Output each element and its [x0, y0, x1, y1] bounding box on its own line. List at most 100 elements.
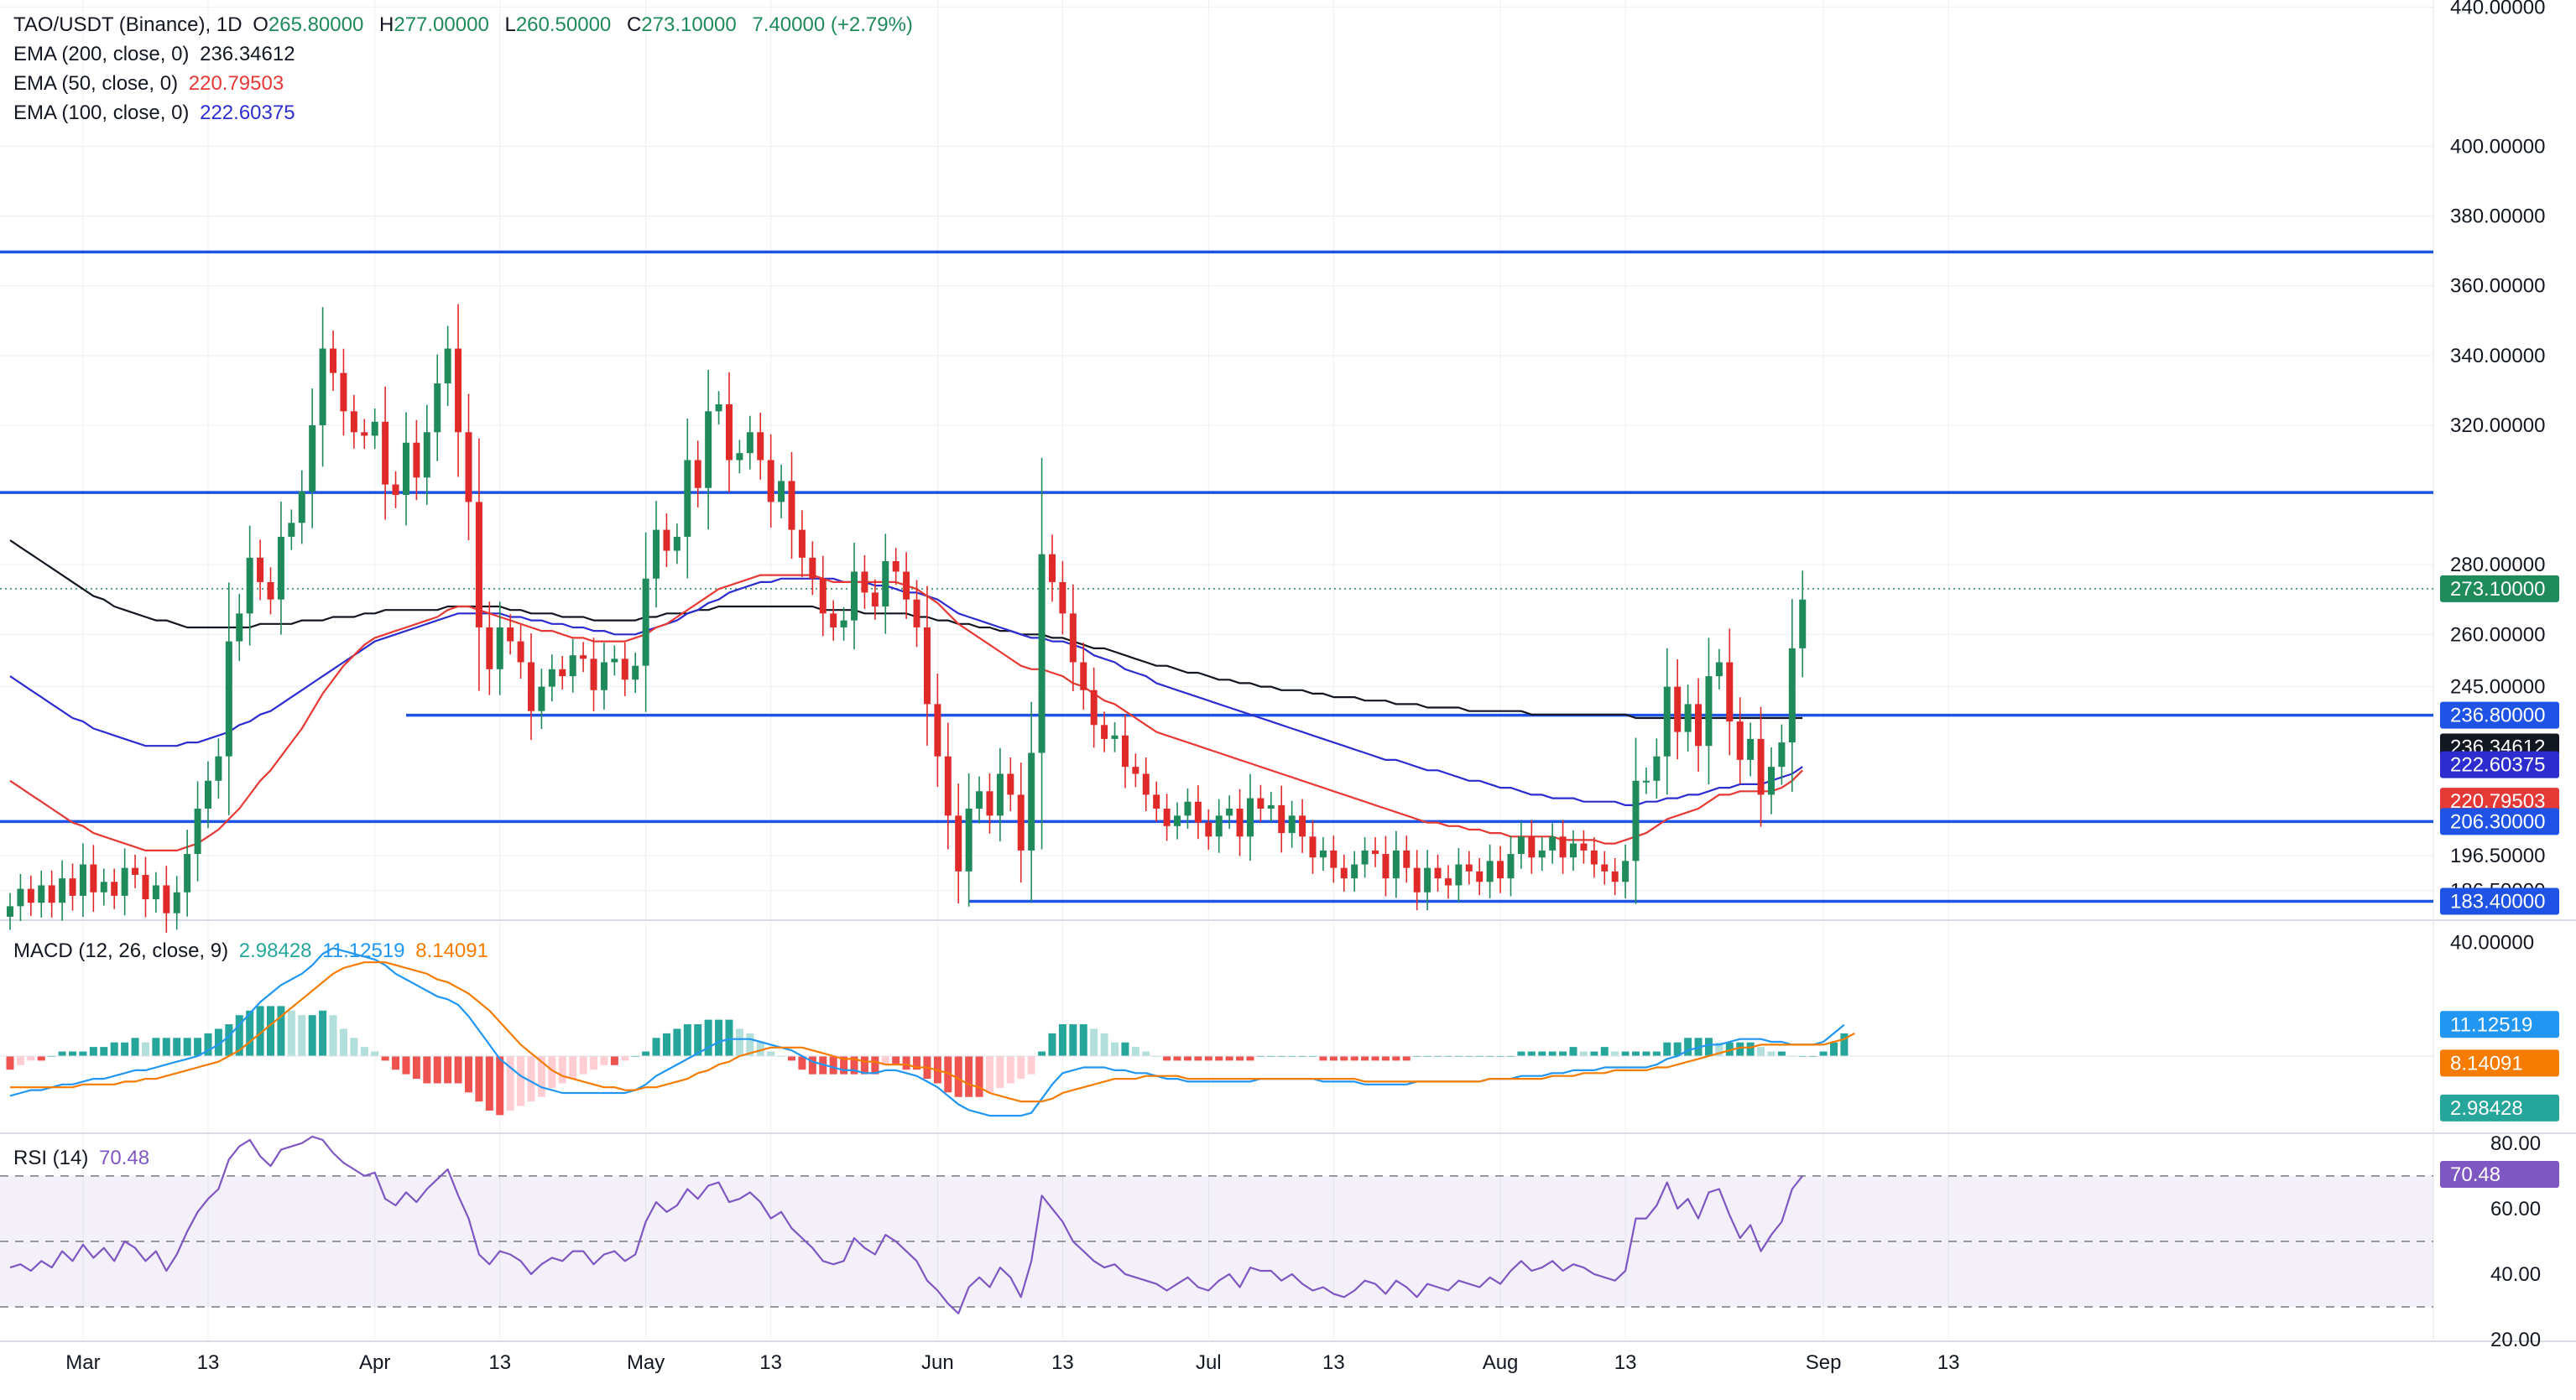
candle-body: [236, 613, 243, 642]
macd-histogram-bar: [1142, 1051, 1150, 1056]
macd-histogram-bar: [1757, 1047, 1765, 1056]
macd-histogram-bar: [558, 1055, 566, 1084]
rsi-label: RSI (14): [13, 1147, 89, 1169]
price-tick-label: 280.00000: [2450, 554, 2545, 576]
macd-histogram-bar: [860, 1055, 868, 1075]
change-value: 7.40000 (+2.79%): [752, 13, 913, 36]
price-tick-label: 196.50000: [2450, 845, 2545, 867]
candle-body: [580, 655, 587, 659]
price-tick-label: 340.00000: [2450, 345, 2545, 367]
candle-body: [1246, 798, 1254, 837]
rsi-legend[interactable]: RSI (14) 70.48: [13, 1144, 154, 1173]
macd-histogram-bar: [402, 1055, 410, 1075]
macd-histogram-bar: [798, 1055, 806, 1070]
macd-histogram-bar: [194, 1038, 202, 1056]
candle-body: [600, 662, 607, 690]
candle-body: [246, 557, 253, 614]
candle-body: [111, 882, 118, 896]
macd-histogram-bar: [788, 1055, 795, 1061]
candle-body: [809, 557, 816, 579]
candle-body: [1590, 850, 1598, 865]
ema200-label: EMA (200, close, 0): [13, 43, 190, 65]
candle-body: [1184, 801, 1192, 816]
candle-body: [1799, 599, 1807, 648]
candle-body: [642, 578, 649, 666]
macd-histogram-bar: [694, 1024, 702, 1056]
price-tag: 183.40000: [2450, 891, 2545, 913]
macd-histogram-bar: [1663, 1042, 1671, 1056]
ema100-label: EMA (100, close, 0): [13, 101, 190, 124]
candle-body: [1663, 686, 1671, 757]
macd-histogram-bar: [996, 1055, 1004, 1088]
time-tick-label: May: [627, 1351, 665, 1374]
macd-histogram-bar: [652, 1038, 660, 1056]
macd-histogram-bar: [1090, 1028, 1098, 1056]
ema200-legend[interactable]: EMA (200, close, 0) 236.34612: [13, 40, 300, 69]
macd-histogram-bar: [1236, 1055, 1244, 1061]
candle-body: [1028, 752, 1035, 851]
macd-histogram-bar: [16, 1055, 24, 1065]
macd-histogram-bar: [1048, 1033, 1056, 1056]
candle-body: [1726, 662, 1734, 722]
macd-histogram-bar: [662, 1033, 670, 1056]
macd-histogram-bar: [392, 1055, 400, 1070]
macd-hist-value: 2.98428: [238, 939, 312, 962]
macd-histogram-bar: [496, 1055, 504, 1116]
price-tick-label: 440.00000: [2450, 0, 2545, 18]
candle-body: [1778, 742, 1786, 768]
candle-body: [1142, 773, 1150, 795]
candle-body: [1069, 613, 1077, 663]
macd-histogram-bar: [1350, 1055, 1358, 1061]
macd-histogram-bar: [954, 1055, 962, 1097]
macd-histogram-bar: [1600, 1047, 1609, 1056]
macd-histogram-bar: [1027, 1055, 1035, 1075]
macd-histogram-bar: [840, 1055, 848, 1075]
candle-body: [955, 815, 962, 872]
macd-histogram-bar: [871, 1055, 879, 1075]
macd-histogram-bar: [339, 1028, 347, 1056]
candle-body: [1361, 850, 1369, 865]
macd-histogram-bar: [89, 1047, 97, 1056]
ema50-legend[interactable]: EMA (50, close, 0) 220.79503: [13, 70, 289, 98]
macd-histogram-bar: [1517, 1051, 1525, 1056]
candle-body: [1132, 767, 1139, 774]
candle-body: [1465, 864, 1473, 872]
candle-body: [225, 641, 232, 757]
macd-legend[interactable]: MACD (12, 26, close, 9) 2.98428 11.12519…: [13, 937, 493, 965]
candle-body: [361, 432, 368, 436]
candle-body: [204, 780, 211, 809]
candle-body: [1674, 686, 1682, 732]
macd-histogram-bar: [1579, 1051, 1588, 1056]
time-tick-label: 13: [1614, 1351, 1637, 1374]
candle-body: [496, 627, 503, 669]
price-tag-box: [2440, 887, 2559, 915]
macd-histogram-bar: [704, 1019, 712, 1056]
macd-histogram-bar: [985, 1055, 993, 1093]
rsi-value: 70.48: [99, 1147, 150, 1169]
candle-body: [173, 892, 180, 913]
macd-histogram-bar: [267, 1006, 274, 1056]
macd-histogram-bar: [1402, 1055, 1411, 1061]
candle-body: [1236, 809, 1244, 837]
ema100-legend[interactable]: EMA (100, close, 0) 222.60375: [13, 99, 300, 128]
candle-body: [830, 613, 837, 627]
macd-tag: 2.98428: [2450, 1097, 2523, 1120]
candle-body: [767, 460, 774, 502]
candle-body: [392, 484, 399, 496]
candle-body: [725, 404, 733, 461]
candle-body: [257, 557, 264, 582]
macd-histogram-bar: [1392, 1055, 1400, 1061]
macd-histogram-bar: [1329, 1055, 1338, 1061]
candle-body: [1486, 861, 1494, 882]
macd-histogram-bar: [683, 1024, 691, 1056]
candle-body: [1747, 738, 1755, 760]
macd-histogram-bar: [1736, 1042, 1744, 1056]
macd-histogram-bar: [579, 1055, 587, 1075]
ohlc-legend: TAO/USDT (Binance), 1D O265.80000 H277.0…: [13, 11, 918, 39]
macd-histogram-bar: [277, 1006, 285, 1056]
macd-histogram-bar: [69, 1051, 77, 1056]
open-value: 265.80000: [268, 13, 364, 36]
candle-body: [1080, 662, 1087, 690]
